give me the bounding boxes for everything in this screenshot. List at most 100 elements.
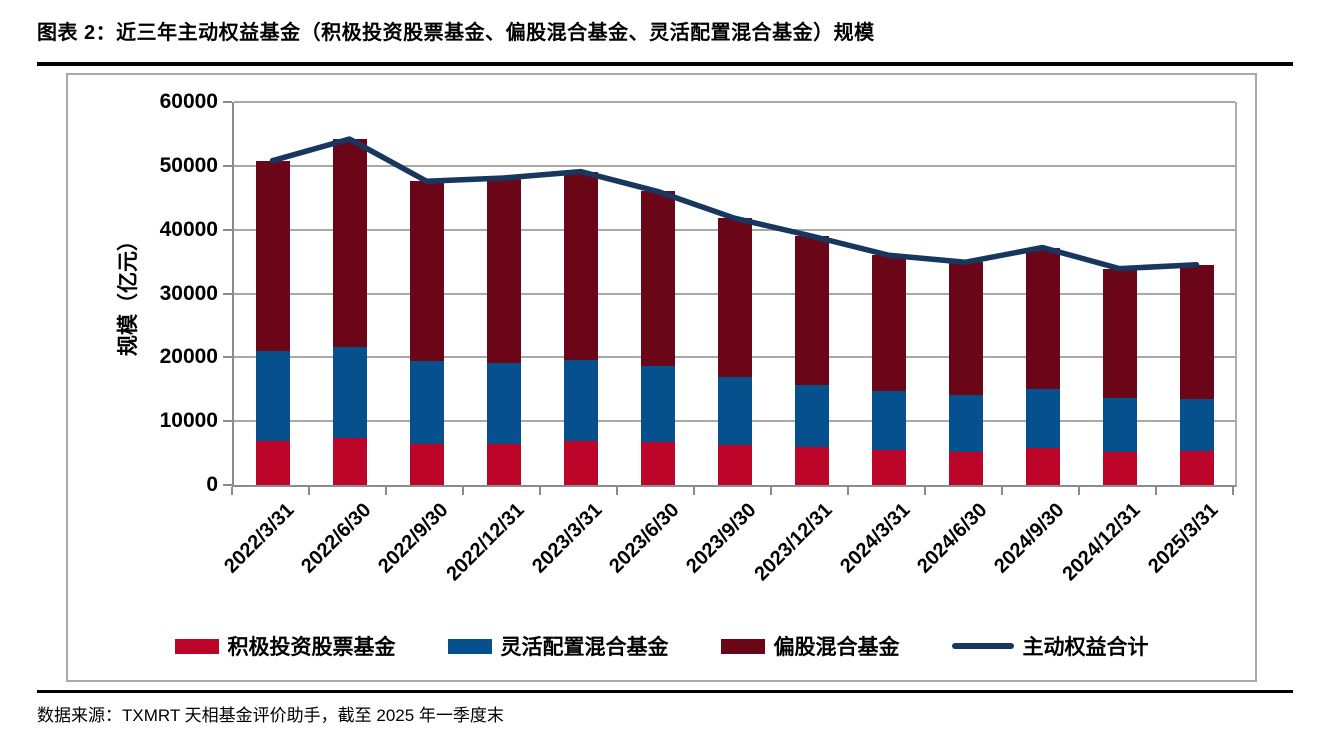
figure-title: 图表 2：近三年主动权益基金（积极投资股票基金、偏股混合基金、灵活配置混合基金）… (37, 22, 875, 44)
bar-segment (794, 236, 829, 385)
bar-stack (717, 218, 752, 485)
y-tick-label: 60000 (159, 90, 218, 113)
chart-panel: 规模（亿元） 0 10000 20000 30000 40000 50000 60000 2… (66, 73, 1257, 682)
source-note: 数据来源：TXMRT 天相基金评价助手，截至 2025 年一季度末 (37, 706, 504, 725)
legend-label: 主动权益合计 (1022, 636, 1149, 659)
bar-stack (486, 177, 521, 485)
bar-segment (563, 440, 598, 485)
x-axis-tick (231, 487, 233, 495)
bar-segment (563, 359, 598, 441)
bar-segment (1179, 398, 1214, 452)
bar-segment (1102, 452, 1137, 485)
bar-segment (871, 255, 906, 392)
bar-segment (871, 391, 906, 450)
bar-stack (1102, 268, 1137, 485)
bar-stack (948, 262, 983, 485)
bar-segment (717, 218, 752, 377)
bar-segment (332, 347, 367, 439)
legend-item: 主动权益合计 (951, 631, 1149, 661)
y-axis-tick (223, 101, 232, 103)
y-axis-tick (223, 292, 232, 295)
x-tick-label: 2024/9/30 (989, 499, 1069, 578)
x-tick-label: 2022/9/30 (373, 499, 453, 578)
gridline (234, 101, 1235, 103)
legend-item: 偏股混合基金 (720, 631, 900, 661)
y-tick-label: 0 (206, 473, 218, 496)
x-axis-tick (462, 487, 464, 495)
x-tick-label: 2024/6/30 (912, 499, 992, 578)
bar-segment (717, 444, 752, 485)
bar-segment (563, 171, 598, 360)
x-axis-tick (924, 487, 926, 495)
plot-area (232, 101, 1237, 487)
bar-segment (640, 191, 675, 367)
x-tick-label: 2023/12/31 (750, 499, 838, 586)
y-axis-tick (223, 164, 232, 167)
total-line-layer (269, 136, 1200, 272)
x-axis-tick (1155, 487, 1157, 495)
bar-stack (332, 139, 367, 485)
title-divider (37, 62, 1293, 66)
y-tick-label: 50000 (159, 153, 218, 177)
bar-segment (1179, 451, 1214, 485)
bar-segment (794, 447, 829, 485)
bar-segment (332, 139, 367, 348)
legend-item: 积极投资股票基金 (174, 631, 396, 661)
y-tick-label: 10000 (159, 409, 218, 433)
bar-stack (1025, 247, 1060, 485)
bar-stack (563, 171, 598, 485)
x-axis-tick (770, 487, 772, 495)
bar-segment (1025, 389, 1060, 448)
total-line (269, 136, 1200, 272)
x-axis-tick (385, 487, 387, 495)
bar-segment (255, 440, 290, 485)
y-tick-label: 40000 (159, 217, 218, 241)
bar-stack (1179, 264, 1214, 485)
x-axis-tick (616, 487, 618, 495)
y-tick-label: 20000 (159, 345, 218, 369)
bar-segment (409, 181, 444, 362)
bar-stack (640, 191, 675, 485)
legend: 积极投资股票基金 灵活配置混合基金 偏股混合基金 主动权益合计 (68, 631, 1255, 661)
x-tick-label: 2024/12/31 (1058, 499, 1146, 586)
bar-segment (948, 451, 983, 485)
bar-segment (871, 449, 906, 485)
bar-stack (794, 236, 829, 485)
legend-bar-swatch (174, 638, 219, 654)
y-tick-label: 30000 (159, 281, 218, 305)
legend-label: 偏股混合基金 (773, 636, 900, 659)
legend-label: 灵活配置混合基金 (500, 636, 669, 659)
x-tick-label: 2022/6/30 (296, 499, 376, 578)
x-tick-label: 2025/3/31 (1143, 499, 1223, 578)
bar-segment (409, 361, 444, 445)
bar-segment (1025, 247, 1060, 390)
bar-stack (871, 255, 906, 485)
legend-line-swatch (951, 643, 1014, 649)
legend-bar-swatch (447, 638, 492, 654)
x-axis-tick (1001, 487, 1003, 495)
bar-segment (1102, 398, 1137, 453)
x-tick-label: 2023/9/30 (681, 499, 761, 578)
x-axis-tick (693, 487, 695, 495)
x-axis-tick (1078, 487, 1080, 495)
y-axis-tick (223, 484, 232, 486)
bar-segment (332, 438, 367, 485)
bar-segment (255, 350, 290, 441)
x-axis-tick (308, 487, 310, 495)
bar-segment (948, 262, 983, 396)
bar-segment (640, 442, 675, 485)
legend-item: 灵活配置混合基金 (447, 631, 669, 661)
bar-segment (794, 384, 829, 448)
bar-segment (1025, 447, 1060, 485)
x-axis-tick (539, 487, 541, 495)
y-axis-tick (223, 420, 232, 423)
y-axis-tick (223, 356, 232, 359)
bar-segment (640, 366, 675, 443)
legend-label: 积极投资股票基金 (227, 636, 396, 659)
bar-segment (1179, 264, 1214, 399)
bottom-divider (37, 690, 1293, 693)
bar-segment (486, 177, 521, 364)
x-tick-label: 2022/3/31 (219, 499, 299, 578)
x-axis-tick (1232, 487, 1234, 495)
